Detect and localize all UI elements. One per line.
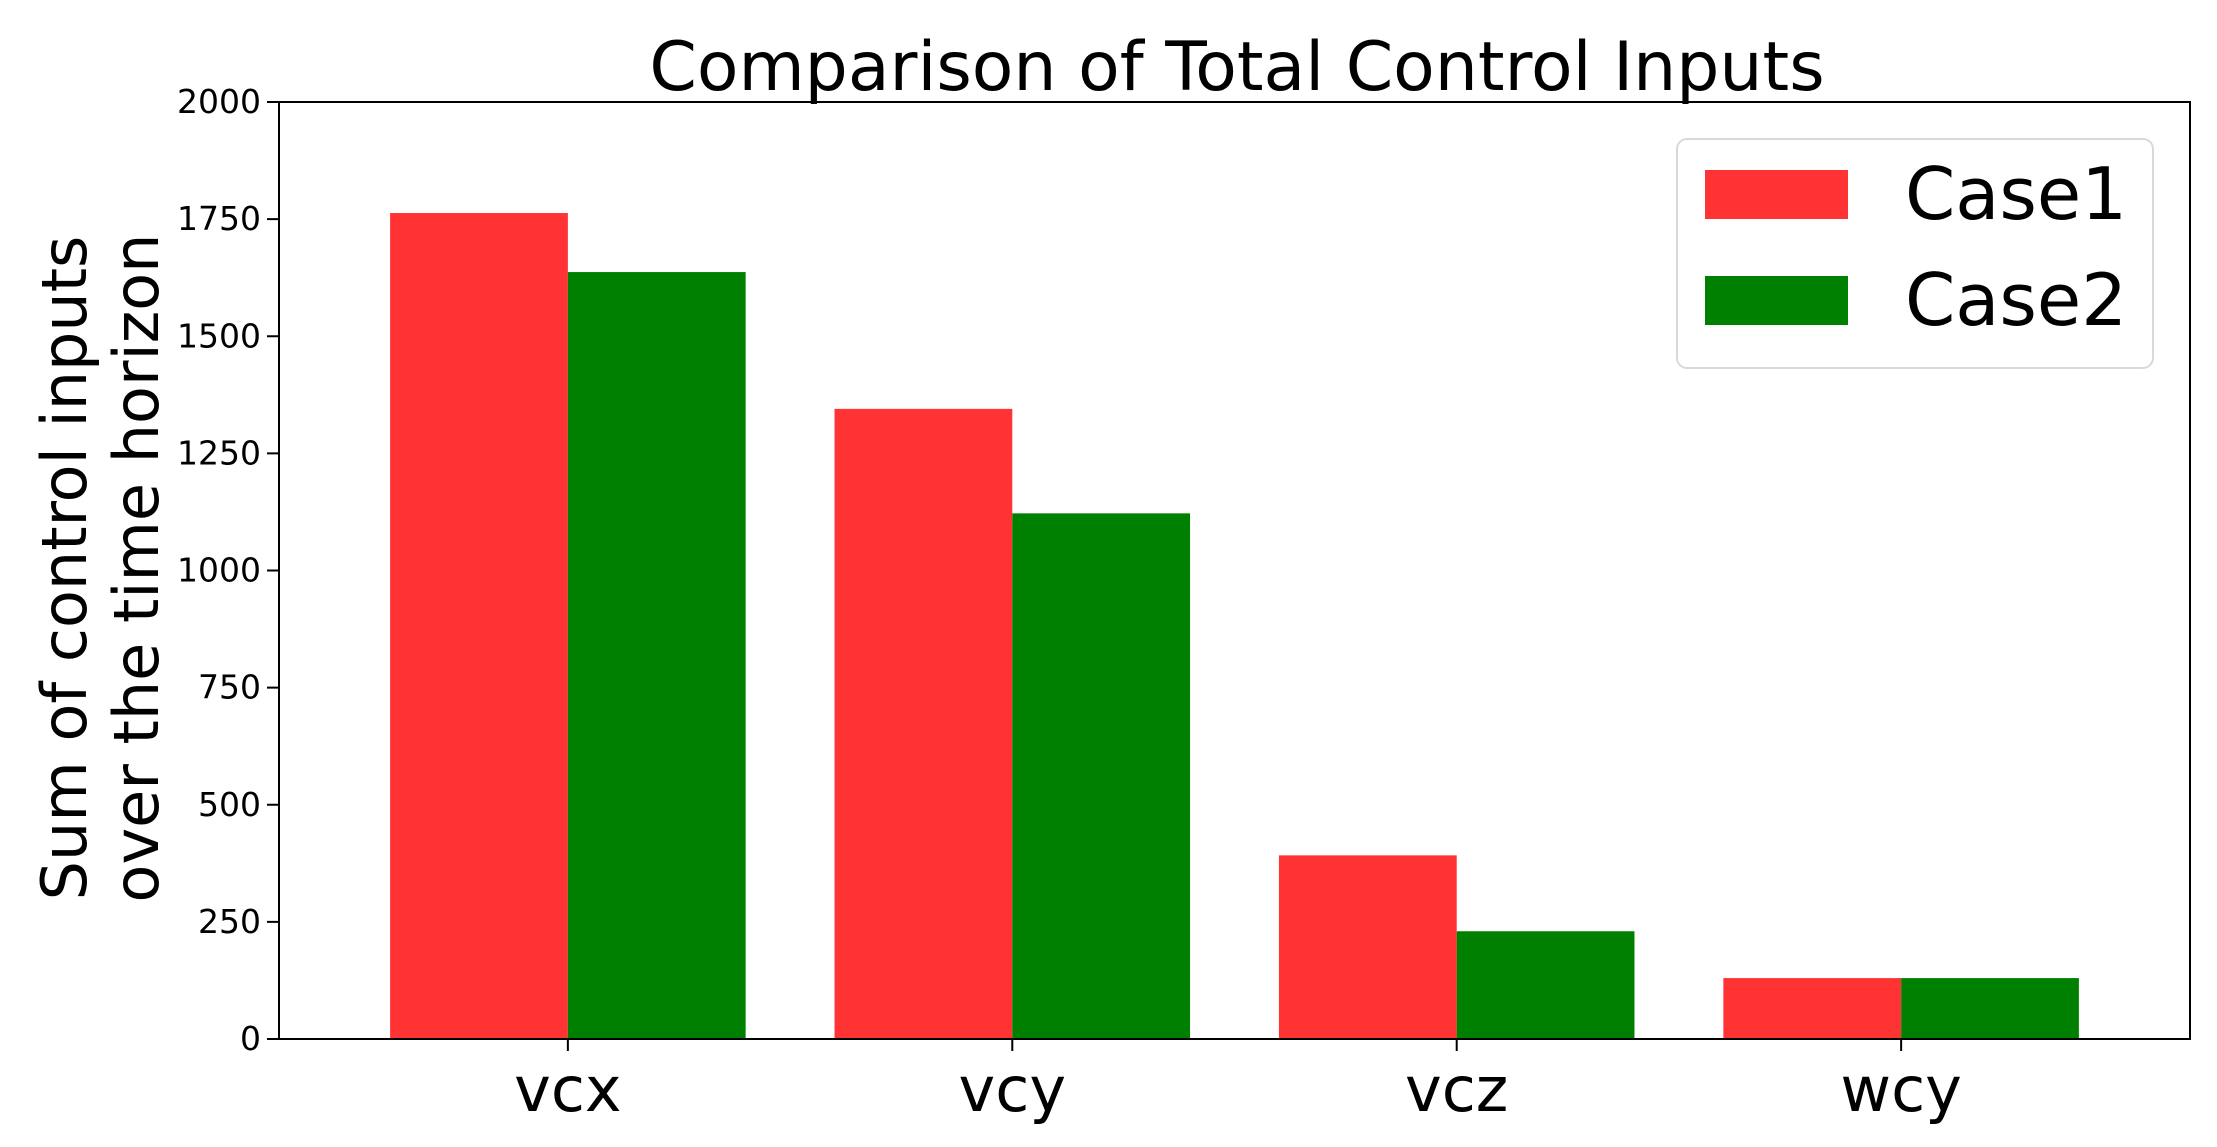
x-tick-label-vcy: vcy — [959, 1053, 1066, 1126]
bar-case1-vcz — [1278, 855, 1457, 1039]
legend-swatch-case2 — [1705, 276, 1848, 325]
bar-case1-vcx — [390, 213, 568, 1040]
legend: Case1 Case2 — [1676, 138, 2154, 369]
legend-label-case2: Case2 — [1905, 258, 2127, 342]
bars-layer — [390, 213, 2079, 1040]
bar-case1-wcy — [1723, 978, 1902, 1039]
bar-case2-vcy — [1012, 513, 1191, 1039]
bar-case2-vcx — [567, 272, 746, 1039]
y-tick-label: 750 — [198, 668, 261, 707]
x-axis-ticks: vcx vcy vcz wcy — [514, 1039, 1962, 1126]
bar-case1-vcy — [834, 408, 1013, 1039]
chart-title: Comparison of Total Control Inputs — [649, 28, 1824, 107]
y-tick-label: 500 — [198, 785, 261, 824]
x-tick-label-wcy: wcy — [1840, 1053, 1962, 1126]
x-tick-label-vcx: vcx — [514, 1053, 621, 1126]
y-tick-label: 1750 — [177, 199, 261, 238]
y-tick-label: 0 — [240, 1019, 261, 1058]
y-axis-ticks: 0 250 500 750 1000 1250 1500 1750 2000 — [177, 82, 279, 1058]
bar-case2-vcz — [1456, 931, 1635, 1039]
bar-case2-wcy — [1901, 978, 2079, 1039]
y-tick-label: 250 — [198, 902, 261, 941]
legend-swatch-case1 — [1705, 170, 1848, 219]
x-tick-label-vcz: vcz — [1405, 1053, 1508, 1126]
y-tick-label: 1500 — [177, 316, 261, 355]
legend-label-case1: Case1 — [1905, 152, 2127, 236]
y-tick-label: 1000 — [177, 551, 261, 590]
y-tick-label: 2000 — [177, 82, 261, 121]
y-axis-label-line-2: over the time horizon — [100, 234, 173, 903]
plot-frame — [278, 101, 2191, 1040]
y-axis-label: Sum of control inputs over the time hori… — [28, 234, 173, 903]
y-axis-label-line-1: Sum of control inputs — [28, 236, 101, 901]
y-tick-label: 1250 — [177, 433, 261, 472]
